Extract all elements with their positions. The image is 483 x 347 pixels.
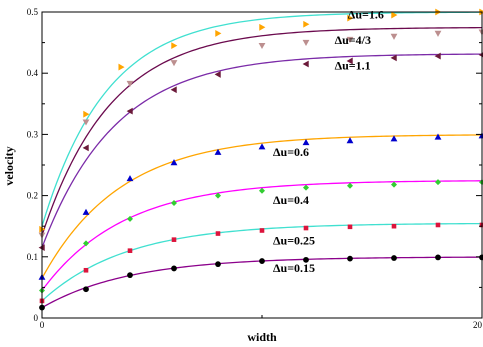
data-point [435,254,441,261]
y-tick-label: 0.5 [27,7,39,17]
data-point [347,182,353,189]
data-point [303,184,309,191]
series-curve-3 [42,134,482,279]
data-point [215,231,221,236]
data-point [83,267,89,273]
data-point [347,224,353,230]
data-point [391,181,397,188]
data-point [82,208,90,215]
series-annotation-6: Δu=0.15 [273,261,315,275]
data-point [390,54,397,62]
data-point [214,148,222,155]
data-point [347,14,354,22]
series-annotation-4: Δu=0.4 [273,193,309,207]
data-point [391,223,397,229]
series-curve-2 [42,53,482,248]
data-point [127,272,133,279]
data-point [479,222,483,228]
plot-frame [41,11,483,319]
data-point [171,265,177,272]
data-point [435,222,441,228]
x-axis-title: width [247,330,277,344]
series-annotation-3: Δu=0.6 [273,145,309,159]
series-annotation-2: Δu=1.1 [335,59,371,73]
data-point [83,110,90,118]
data-point [303,20,310,28]
y-tick-label: 0.3 [27,129,39,139]
data-point [302,138,310,146]
data-point [391,255,397,261]
data-point [259,228,265,233]
data-point [346,57,353,65]
data-point [434,30,442,37]
series-curve-0 [42,12,482,227]
data-point [118,63,125,71]
data-point [126,80,134,88]
x-tick-label: 20 [473,320,483,330]
data-point [170,60,178,67]
data-point [303,225,309,231]
y-tick-label: 0.4 [27,68,39,78]
data-point [127,248,133,253]
x-tick-label: 0 [40,320,45,330]
y-axis-title: velocity [2,146,16,185]
axes: 0 0.1 0.2 0.3 0.4 0.5 0 20 [27,7,483,330]
data-point [83,286,89,293]
data-point [127,215,133,222]
series-annotations: Δu=1.6 Δu=4/3 Δu=1.1 Δu=0.6 Δu=0.4 Δu=0.25 Δu=… [273,8,384,275]
data-point [126,175,134,182]
data-point [170,159,178,166]
data-point [434,133,442,140]
data-point [82,144,89,152]
data-point [259,23,266,31]
data-point [435,179,441,186]
series-annotation-0: Δu=1.6 [348,8,384,22]
data-point [171,42,178,50]
data-point [215,261,221,268]
series-curve-4 [42,180,482,291]
data-point [347,255,353,262]
data-point [215,30,222,37]
data-point [434,52,441,60]
data-point [303,256,309,263]
data-point [82,119,90,126]
y-tick-label: 0.2 [27,191,38,201]
data-point [346,137,354,144]
data-point [390,33,398,40]
data-point [346,36,354,43]
data-point [171,199,177,206]
series-curve-6 [42,256,482,309]
data-point [390,135,398,142]
data-point [170,86,177,94]
data-point [258,42,266,50]
data-point [391,11,398,19]
data-point [126,107,133,115]
data-point [259,187,265,194]
series-annotation-5: Δu=0.25 [273,234,315,248]
data-point [83,240,89,247]
y-tick-label: 0 [34,313,39,323]
y-tick-label: 0.1 [27,252,38,262]
data-point [302,60,309,68]
data-point [258,143,266,150]
data-point [259,258,265,264]
data-point [302,39,310,46]
data-point [214,71,221,78]
data-point [215,192,221,199]
series-annotation-1: Δu=4/3 [335,33,371,47]
series-curve-1 [42,27,482,236]
data-point [171,237,177,242]
data-markers [38,8,483,311]
